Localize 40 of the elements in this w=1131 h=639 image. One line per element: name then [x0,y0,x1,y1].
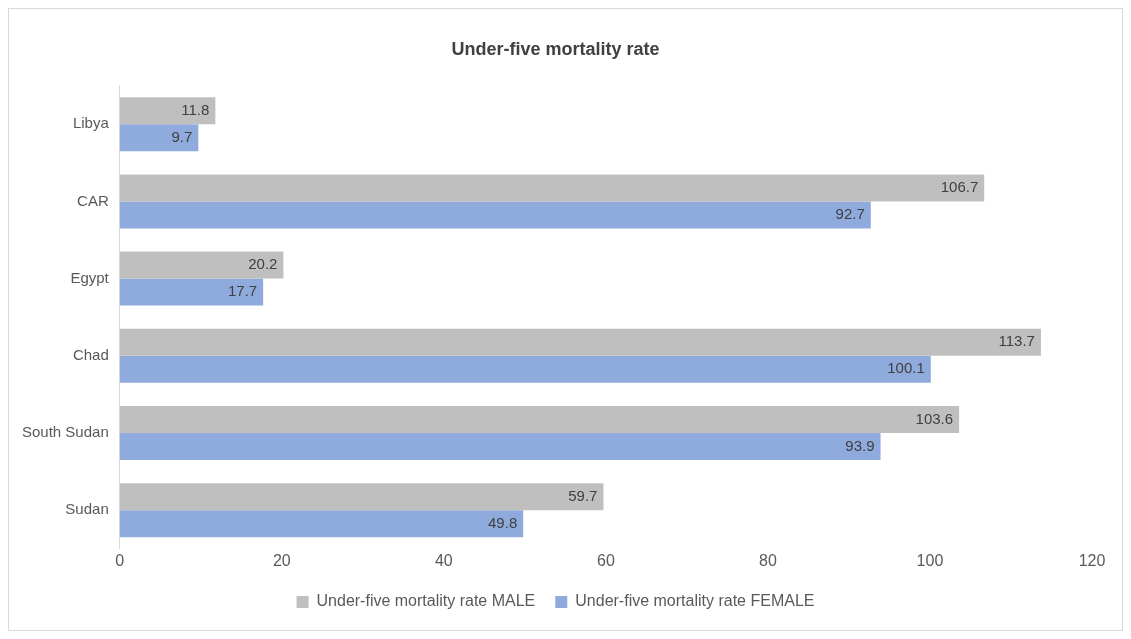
legend-label: Under-five mortality rate MALE [316,592,536,610]
bar [119,174,985,202]
data-label: 49.8 [488,513,518,531]
bar [119,355,931,383]
y-tick-label: Libya [72,114,110,132]
data-label: 92.7 [835,205,865,223]
x-tick-label: 40 [434,551,453,569]
y-tick-label: Chad [72,345,109,363]
y-tick-label: Egypt [70,268,110,286]
legend-label: Under-five mortality rate FEMALE [575,592,815,610]
x-tick-label: 60 [596,551,615,569]
data-label: 93.9 [845,436,875,454]
y-tick-label: South Sudan [21,423,109,441]
data-label: 113.7 [998,332,1035,350]
x-tick-label: 100 [916,551,944,569]
bar [119,483,604,511]
data-label: 106.7 [940,178,979,196]
bar [119,124,199,152]
x-tick-label: 120 [1078,551,1106,569]
bar [119,278,264,306]
y-tick-label: Sudan [65,500,109,518]
bar [119,251,284,279]
chart-title: Under-five mortality rate [451,38,660,59]
bar [119,433,881,461]
data-label: 17.7 [227,282,258,300]
data-label: 100.1 [887,359,925,377]
data-label: 20.2 [248,255,278,273]
bar [119,510,524,538]
data-label: 59.7 [568,486,598,504]
x-tick-label: 20 [272,551,291,569]
bar [119,328,1041,356]
bar [119,405,960,433]
y-tick-label: CAR [77,191,109,209]
bar [119,201,871,229]
bar [119,97,216,125]
data-label: 9.7 [171,127,193,145]
data-label: 103.6 [915,409,954,427]
x-tick-label: 0 [115,551,125,569]
data-label: 11.8 [181,100,210,118]
x-tick-label: 80 [759,551,777,569]
